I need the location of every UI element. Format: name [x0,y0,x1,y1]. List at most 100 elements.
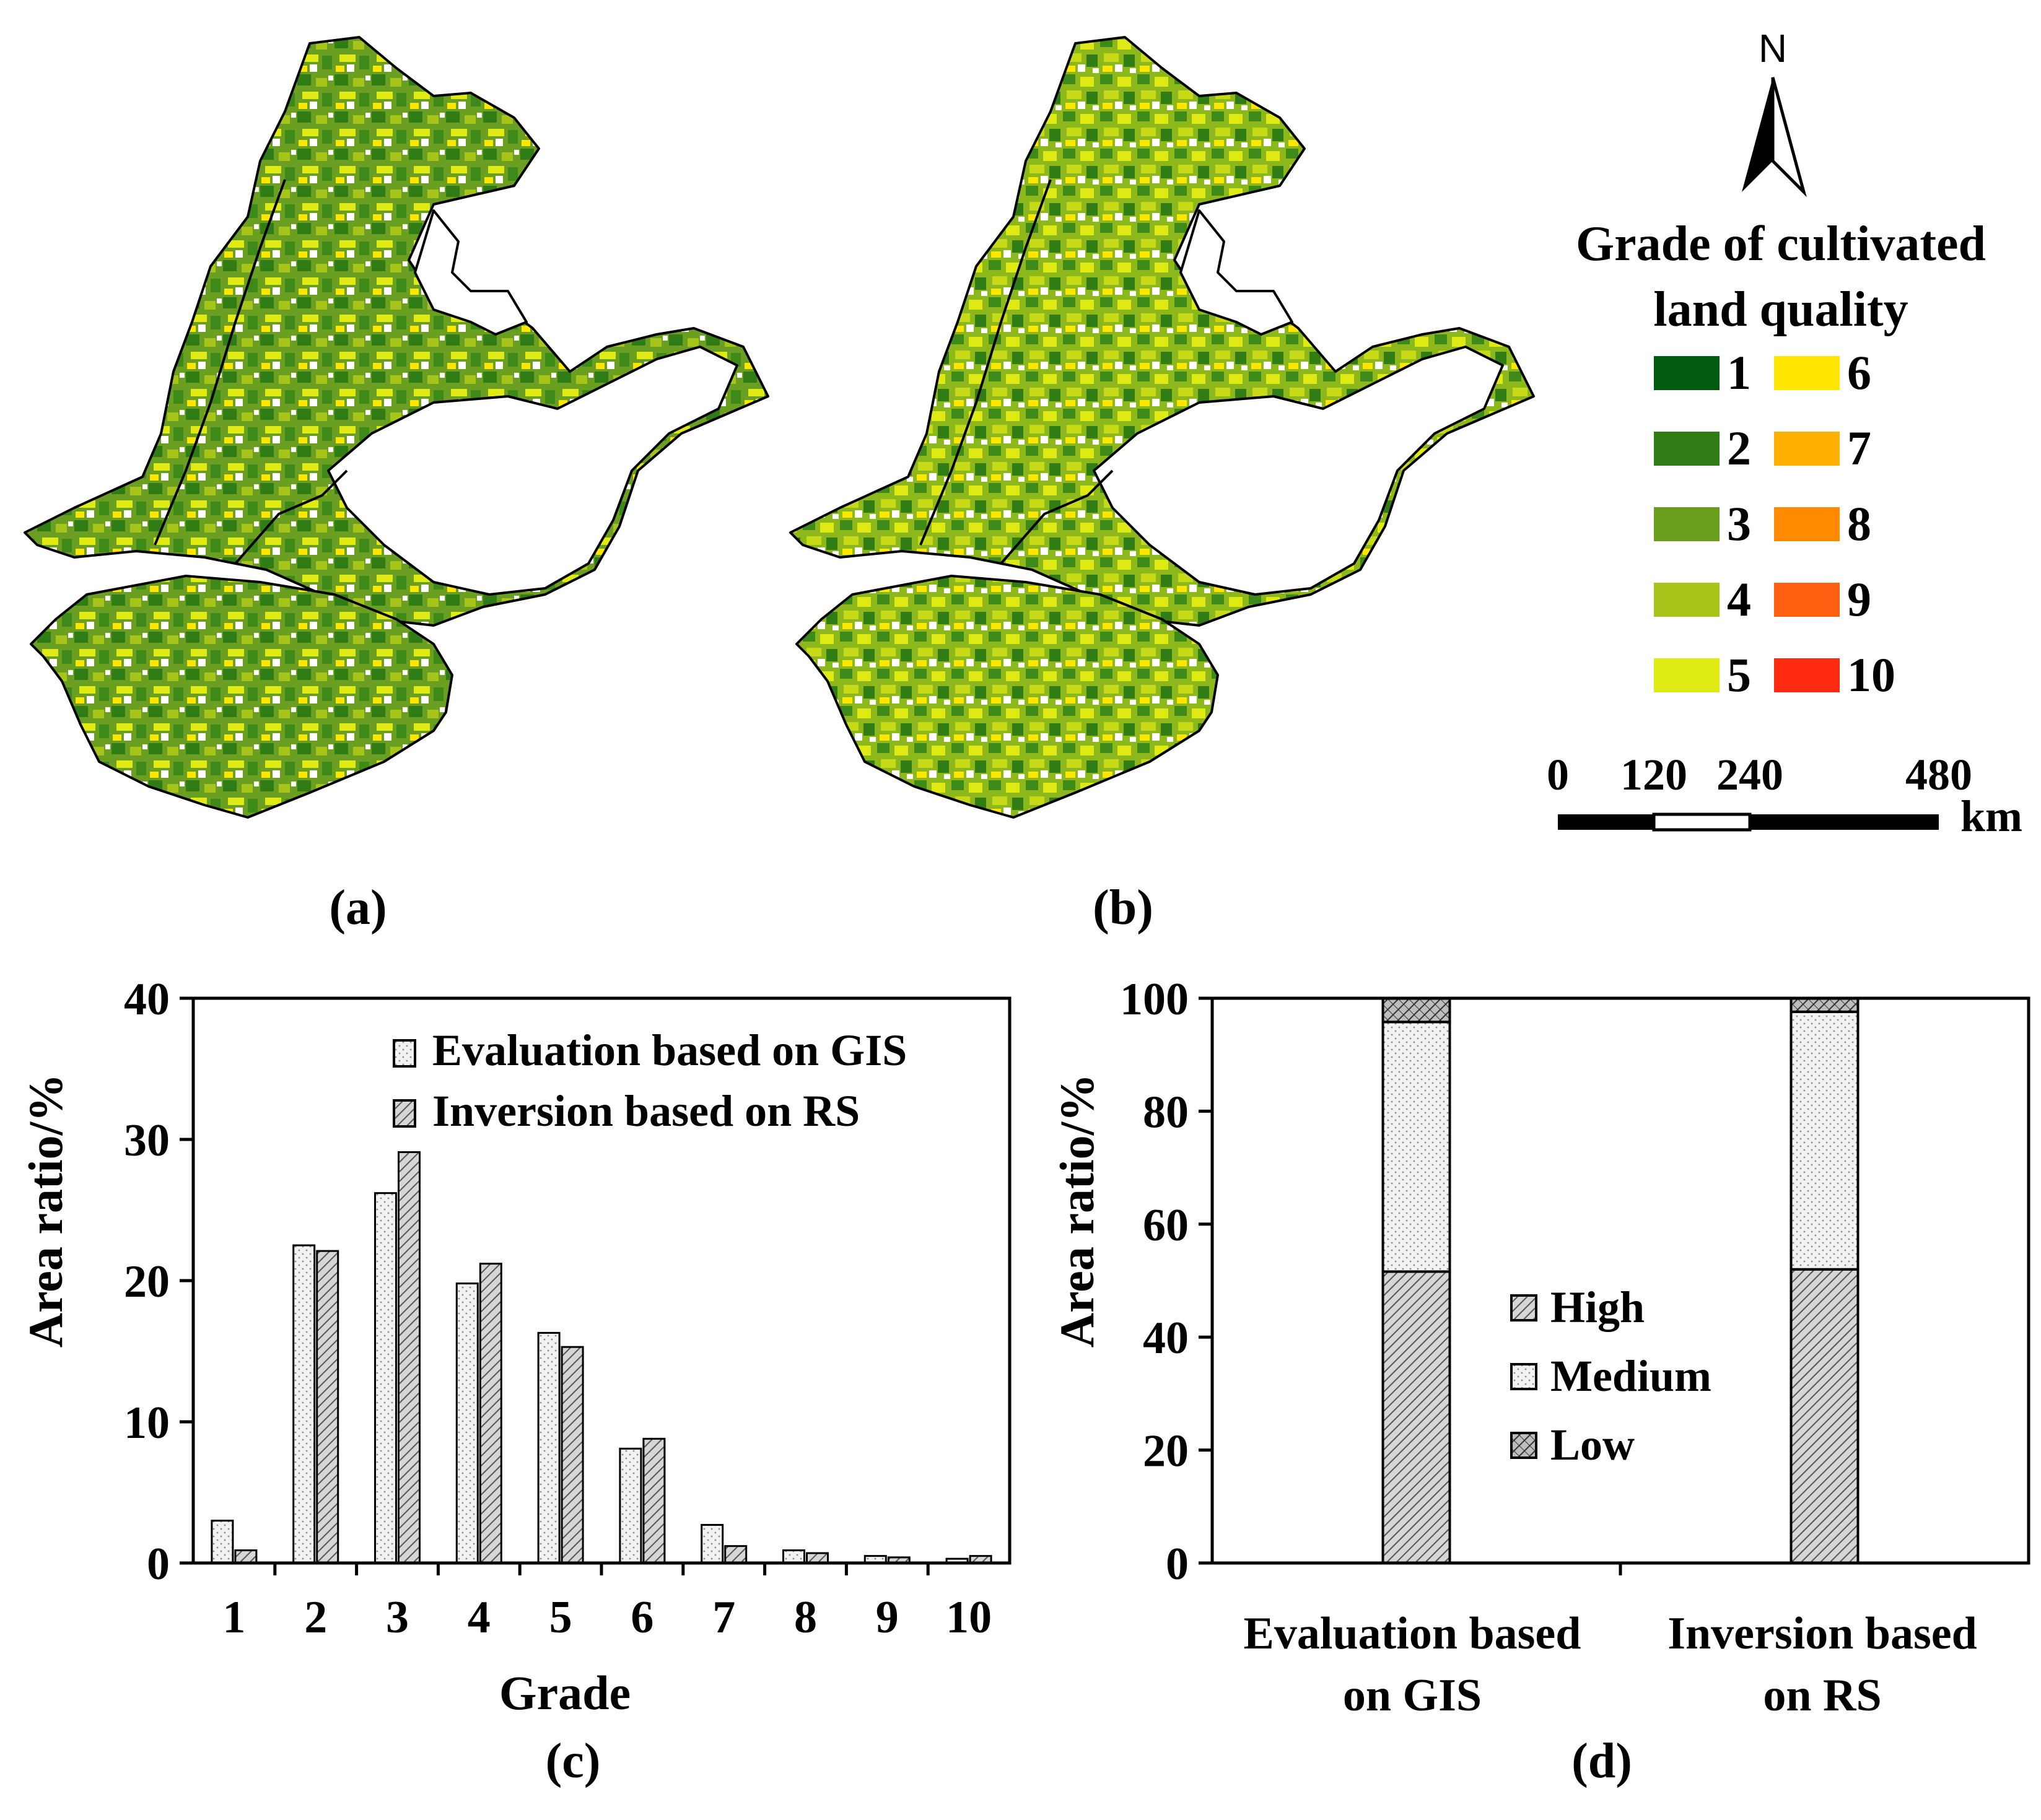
legend-label-grade-3: 3 [1727,497,1751,551]
north-arrow-icon [1742,77,1807,198]
legend-label-grade-1: 1 [1727,346,1751,399]
chart-c-xtick-label-1: 1 [222,1592,245,1643]
chart-d-frame [1210,996,2030,1565]
chart-c-bar-gis-grade-3 [374,1192,397,1564]
chart-d-legend-label-medium: Medium [1550,1351,1711,1401]
chart-c-bar-gis-grade-8 [782,1549,805,1564]
chart-c-ytick-label-1: 10 [124,1398,170,1448]
chart-c-bar-gis-grade-2 [292,1244,316,1564]
legend-swatch-grade-3 [1654,507,1720,541]
chart-d-legend: High Medium Low [1510,1282,1711,1469]
chart-c-legend-label-rs: Inversion based on RS [432,1086,860,1136]
chart-c-xticks: 1 2 3 4 5 6 7 8 9 10 [222,1563,992,1643]
chart-c-bar-rs-grade-6 [642,1437,666,1564]
chart-c-bar-rs-grade-1 [234,1549,258,1564]
legend-label-grade-2: 2 [1727,421,1751,475]
chart-d-legend-label-high: High [1550,1282,1645,1332]
legend-title-line1: Grade of cultivated [1576,217,1986,271]
chart-c-ytick-label-3: 30 [124,1115,170,1166]
chart-c-bar-rs-grade-2 [316,1250,339,1564]
legend-label-grade-9: 9 [1847,572,1871,626]
scale-tick-240: 240 [1716,750,1783,799]
chart-c-xtick-label-3: 3 [386,1592,409,1643]
chart-d-ytick-label-3: 60 [1143,1200,1189,1251]
chart-c-xlabel: Grade [499,1666,631,1720]
chart-c-xtick-label-7: 7 [712,1592,735,1643]
scale-tick-120: 120 [1620,750,1687,799]
map-a-internal-boundary [154,179,348,565]
chart-c-legend-swatch-rs [393,1099,416,1128]
chart-c-yticks: 0 10 20 30 40 [124,974,193,1590]
legend-swatch-grade-1 [1654,356,1720,390]
chart-c-xtick-label-10: 10 [946,1592,992,1643]
chart-d-ytick-label-0: 0 [1166,1539,1189,1590]
chart-d-ylabel: Area ratio/% [1050,1074,1104,1348]
chart-d-bar-low-1 [1790,997,1860,1013]
chart-c-bar-gis-grade-4 [455,1282,479,1564]
chart-d-bar-high-0 [1381,1270,1451,1564]
map-b-region-south [795,575,1219,819]
legend-title-line2: land quality [1653,282,1908,337]
legend-label-grade-7: 7 [1847,421,1871,475]
panel-label-c: (c) [546,1734,601,1788]
map-a [24,36,769,819]
chart-c-legend-label-gis: Evaluation based on GIS [432,1025,907,1075]
legend-grades: 1 2 3 4 5 6 7 8 9 10 [1654,346,1895,702]
chart-c-bar-rs-grade-4 [479,1263,502,1564]
panel-label-a: (a) [329,881,387,935]
map-b-bohai-outline [1179,209,1293,336]
chart-c-ytick-label-2: 20 [124,1256,170,1307]
map-a-shandong [327,346,738,596]
chart-d-bar-medium-1 [1790,1010,1860,1271]
chart-d-xcat-1-line2: on RS [1763,1670,1881,1721]
scale-bar: 0 120 240 480 km [1547,750,2022,841]
chart-c-bar-rs-grade-3 [398,1151,421,1564]
chart-c-bars [211,1151,992,1564]
chart-d: Area ratio/% 0 20 40 60 80 100 High Medium Lo… [1050,974,2030,1721]
legend-swatch-grade-2 [1654,432,1720,466]
legend-swatch-grade-10 [1774,658,1840,692]
chart-d-legend-swatch-medium [1510,1363,1537,1390]
chart-c-ylabel: Area ratio/% [19,1074,72,1348]
chart-c: Area ratio/% Grade 0 10 20 30 40 1 2 3 4 5 6 7 8 9 10… [19,974,1012,1720]
chart-c-bar-rs-grade-7 [724,1545,748,1564]
map-b [789,36,1535,819]
map-b-shandong [1093,346,1504,596]
chart-c-bar-rs-grade-5 [561,1346,584,1564]
legend-swatch-grade-7 [1774,432,1840,466]
legend-swatch-grade-8 [1774,507,1840,541]
panel-label-d: (d) [1571,1734,1632,1788]
map-b-internal-boundary [919,179,1114,565]
chart-c-bar-gis-grade-5 [537,1331,561,1564]
chart-d-ytick-label-1: 20 [1143,1426,1189,1477]
panel-label-b: (b) [1093,881,1153,935]
chart-d-legend-swatch-high [1510,1294,1537,1321]
chart-c-bar-gis-grade-1 [211,1520,234,1564]
chart-d-xcat-0-line2: on GIS [1343,1670,1482,1721]
chart-d-bar-low-0 [1381,997,1451,1024]
chart-c-xtick-label-9: 9 [876,1592,899,1643]
chart-d-legend-swatch-low [1510,1432,1537,1459]
chart-c-legend: Evaluation based on GIS Inversion based … [393,1025,907,1136]
chart-d-legend-label-low: Low [1550,1420,1635,1469]
chart-d-yticks: 0 20 40 60 80 100 [1120,974,1212,1590]
scale-tick-0: 0 [1547,750,1569,799]
chart-c-bar-gis-grade-6 [619,1447,642,1564]
chart-d-ytick-label-4: 80 [1143,1087,1189,1138]
scale-unit: km [1960,791,2022,841]
chart-c-ytick-label-4: 40 [124,974,170,1025]
chart-d-bar-high-1 [1790,1268,1860,1564]
legend-swatch-grade-5 [1654,658,1720,692]
chart-c-xtick-label-4: 4 [468,1592,491,1643]
chart-d-ytick-label-2: 40 [1143,1313,1189,1364]
legend-label-grade-10: 10 [1847,648,1895,702]
north-label: N [1759,26,1787,71]
chart-c-bar-gis-grade-7 [701,1523,724,1564]
scale-tick-480: 480 [1905,750,1972,799]
legend-label-grade-4: 4 [1727,572,1751,626]
legend-label-grade-6: 6 [1847,346,1871,399]
chart-d-bar-medium-0 [1381,1021,1451,1273]
legend-label-grade-8: 8 [1847,497,1871,551]
chart-c-ytick-label-0: 0 [147,1539,170,1590]
